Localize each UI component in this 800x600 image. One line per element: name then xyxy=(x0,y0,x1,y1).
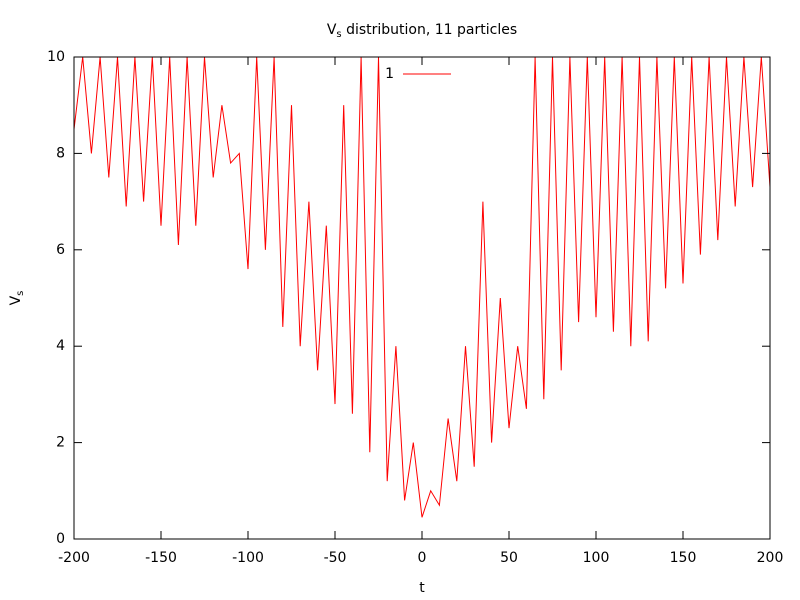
y-tick-label: 4 xyxy=(56,338,65,354)
x-tick-label: 50 xyxy=(500,550,518,566)
ylabel-sub: s xyxy=(15,291,26,296)
y-tick-label: 2 xyxy=(56,435,65,451)
plot-border xyxy=(73,56,771,540)
title-rest: distribution, 11 particles xyxy=(342,22,518,38)
ylabel-main: V xyxy=(8,295,24,305)
y-tick-label: 10 xyxy=(47,49,65,65)
x-tick-label: 0 xyxy=(418,550,427,566)
x-tick-label: -150 xyxy=(145,550,177,566)
title-main: V xyxy=(327,22,337,38)
y-axis-label: Vs xyxy=(8,291,26,306)
x-tick-label: 100 xyxy=(583,550,610,566)
y-tick-label: 0 xyxy=(56,531,65,547)
x-tick-label: 200 xyxy=(757,550,784,566)
x-tick-label: 150 xyxy=(670,550,697,566)
data-line xyxy=(74,57,770,518)
legend-label: 1 xyxy=(385,66,394,82)
chart-title: Vs distribution, 11 particles xyxy=(327,22,517,40)
plot-area xyxy=(74,57,770,518)
x-axis-label: t xyxy=(419,580,425,596)
y-tick-label: 8 xyxy=(56,145,65,161)
x-tick-label: -200 xyxy=(58,550,90,566)
y-tick-label: 6 xyxy=(56,242,65,258)
x-tick-label: -50 xyxy=(324,550,347,566)
x-tick-label: -100 xyxy=(232,550,264,566)
title-sub: s xyxy=(336,29,341,40)
